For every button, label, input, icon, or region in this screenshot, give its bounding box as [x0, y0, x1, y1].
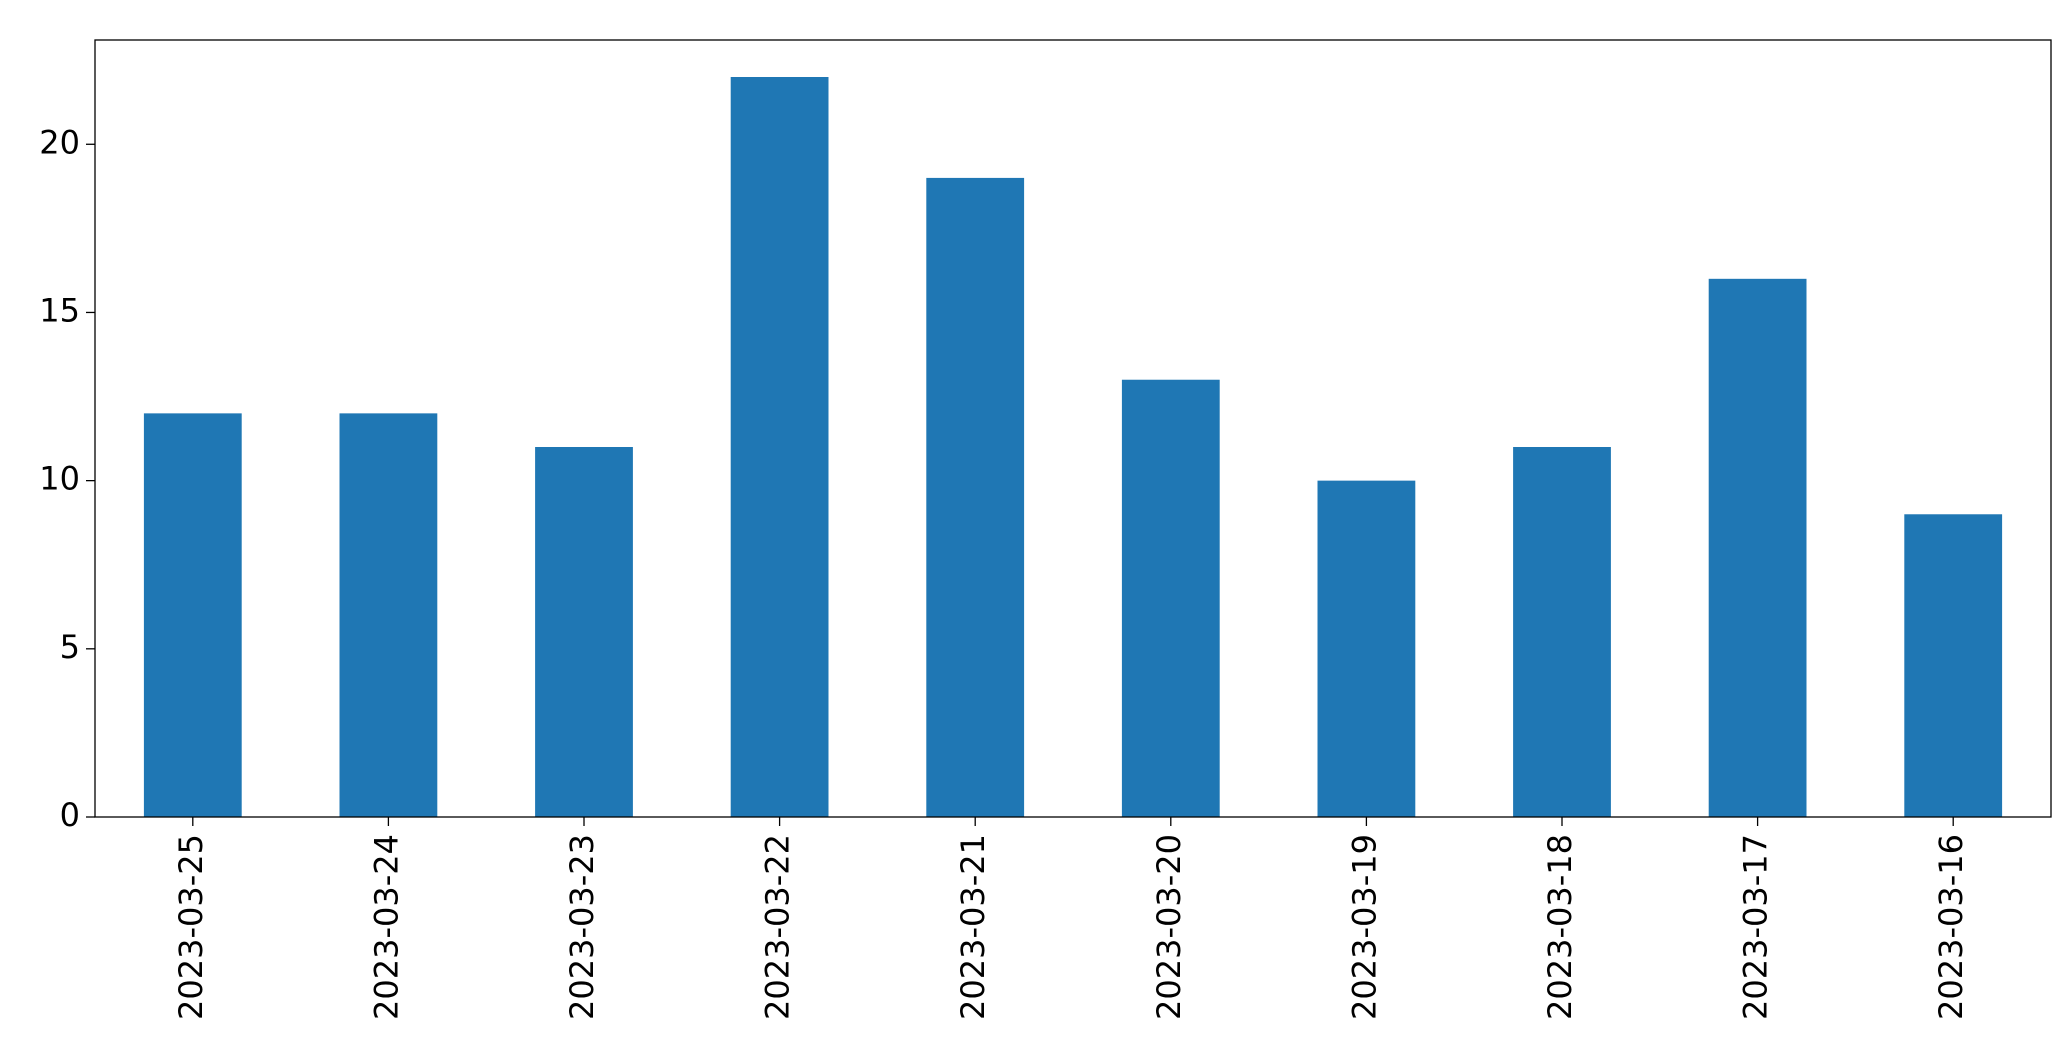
- x-tick-label: 2023-03-20: [1150, 834, 1188, 1020]
- plot-frame: [94, 39, 2052, 818]
- bar: [1121, 379, 1220, 817]
- bar: [1513, 447, 1611, 817]
- bar: [535, 447, 633, 817]
- y-tick-label: 20: [39, 123, 80, 161]
- x-tick-label: 2023-03-17: [1737, 834, 1775, 1020]
- x-tick-label: 2023-03-23: [563, 834, 601, 1020]
- bar: [926, 177, 1025, 818]
- y-tick-label: 0: [60, 796, 80, 834]
- y-tick-label: 10: [39, 460, 80, 498]
- x-tick-label: 2023-03-25: [172, 834, 210, 1020]
- x-tick-label: 2023-03-16: [1932, 834, 1970, 1020]
- y-tick-label: 5: [60, 628, 80, 666]
- y-tick-label: 15: [39, 291, 80, 329]
- bar: [143, 413, 242, 817]
- x-tick-label: 2023-03-24: [367, 834, 405, 1020]
- bar: [730, 77, 829, 817]
- bar: [1317, 480, 1416, 817]
- bar: [1708, 278, 1807, 817]
- x-tick-label: 2023-03-19: [1345, 834, 1383, 1020]
- bar: [1904, 514, 2003, 817]
- x-tick-label: 2023-03-18: [1541, 834, 1579, 1020]
- x-tick-label: 2023-03-21: [954, 834, 992, 1020]
- bar: [339, 413, 438, 817]
- x-tick-label: 2023-03-22: [759, 834, 797, 1020]
